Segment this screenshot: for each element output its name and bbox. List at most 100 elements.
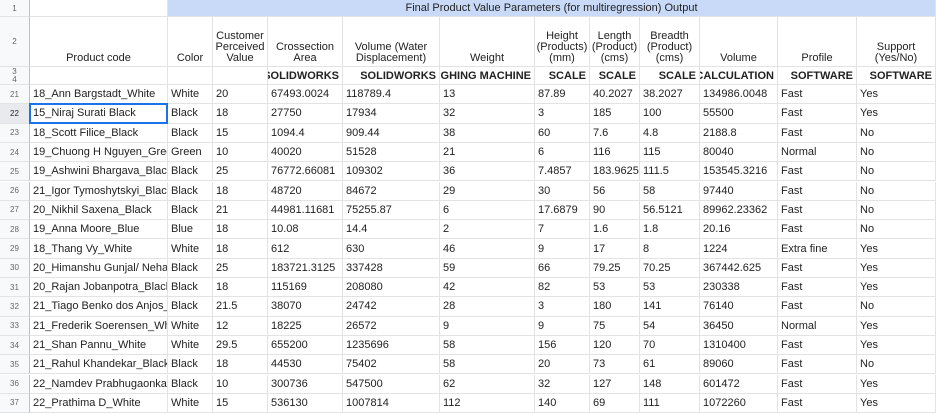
cell[interactable]: Normal (778, 316, 857, 336)
cell[interactable]: Blue (168, 220, 213, 240)
cell[interactable]: Fast (778, 162, 857, 182)
cell[interactable]: 21 (440, 142, 535, 163)
cell[interactable]: White (168, 239, 213, 259)
cell[interactable]: 75255.87 (343, 200, 440, 221)
source-cell[interactable]: CALCULATION (700, 67, 778, 85)
cell[interactable]: 7 (535, 220, 590, 240)
column-header[interactable]: Profile (778, 17, 857, 67)
row-header[interactable]: 35 (0, 355, 30, 375)
cell[interactable]: 75 (590, 316, 640, 336)
cell[interactable]: 18 (213, 355, 268, 375)
cell[interactable]: 19_Ashwini Bhargava_Black (30, 162, 168, 182)
cell[interactable]: 18_Scott Filice_Black (30, 123, 168, 143)
cell[interactable]: 100 (640, 104, 700, 124)
cell[interactable]: 32 (535, 374, 590, 394)
cell[interactable]: 20 (213, 85, 268, 105)
cell[interactable]: 76140 (700, 297, 778, 317)
cell[interactable]: 21_Igor Tymoshytskyi_Black (30, 181, 168, 201)
cell[interactable]: 547500 (343, 374, 440, 394)
cell[interactable]: 60 (535, 123, 590, 143)
source-cell[interactable]: SCALE (640, 67, 700, 85)
cell[interactable]: No (857, 181, 936, 201)
cell[interactable]: White (168, 335, 213, 356)
row-header[interactable]: 21 (0, 85, 30, 105)
cell[interactable]: 20_Rajan Jobanpotra_Black (30, 278, 168, 298)
cell[interactable]: 1072260 (700, 393, 778, 414)
cell[interactable]: Fast (778, 355, 857, 375)
cell[interactable]: Yes (857, 104, 936, 124)
column-header[interactable]: Breadth (Product) (cms) (640, 17, 700, 67)
cell[interactable]: Fast (778, 335, 857, 356)
source-cell[interactable]: SOFTWARE (778, 67, 857, 85)
cell[interactable]: Black (168, 200, 213, 221)
column-header[interactable]: Volume (700, 17, 778, 67)
cell[interactable] (30, 67, 168, 85)
cell[interactable] (168, 67, 213, 85)
cell[interactable]: 180 (590, 297, 640, 317)
cell[interactable]: 18 (213, 104, 268, 124)
cell[interactable]: 20_Nikhil Saxena_Black (30, 200, 168, 221)
cell[interactable]: 185 (590, 104, 640, 124)
cell[interactable]: 367442.625 (700, 258, 778, 278)
cell[interactable]: 15 (213, 393, 268, 414)
cell[interactable]: 183.9625 (590, 162, 640, 182)
cell[interactable]: Fast (778, 200, 857, 221)
cell[interactable]: Black (168, 278, 213, 298)
cell[interactable]: Green (168, 142, 213, 163)
cell[interactable]: 21 (213, 200, 268, 221)
cell[interactable]: 38 (440, 123, 535, 143)
cell[interactable]: 29.5 (213, 335, 268, 356)
cell[interactable] (30, 0, 168, 17)
cell[interactable]: White (168, 393, 213, 414)
cell[interactable]: 183721.3125 (268, 258, 343, 278)
cell[interactable]: 21_Shan Pannu_White (30, 335, 168, 356)
cell[interactable]: 10 (213, 374, 268, 394)
cell[interactable]: Fast (778, 104, 857, 124)
cell[interactable]: 69 (590, 393, 640, 414)
cell[interactable]: 300736 (268, 374, 343, 394)
cell[interactable]: Fast (778, 393, 857, 414)
cell[interactable]: 15_Niraj Surati Black (30, 104, 168, 124)
cell[interactable]: 17.6879 (535, 200, 590, 221)
cell[interactable]: 148 (640, 374, 700, 394)
cell[interactable]: Black (168, 374, 213, 394)
cell[interactable]: Black (168, 258, 213, 278)
cell[interactable]: No (857, 123, 936, 143)
cell[interactable]: 115169 (268, 278, 343, 298)
cell[interactable]: Fast (778, 123, 857, 143)
cell[interactable]: 18225 (268, 316, 343, 336)
cell[interactable]: 1007814 (343, 393, 440, 414)
cell[interactable]: 48720 (268, 181, 343, 201)
cell[interactable]: 1.8 (640, 220, 700, 240)
cell[interactable]: 118789.4 (343, 85, 440, 105)
cell[interactable]: 116 (590, 142, 640, 163)
cell[interactable]: 153545.3216 (700, 162, 778, 182)
cell[interactable]: 25 (213, 258, 268, 278)
cell[interactable]: 66 (535, 258, 590, 278)
cell[interactable]: 3 (535, 297, 590, 317)
cell[interactable]: 15 (213, 123, 268, 143)
cell[interactable]: Black (168, 123, 213, 143)
cell[interactable]: 3 (535, 104, 590, 124)
cell[interactable]: 19_Chuong H Nguyen_Green (30, 142, 168, 163)
row-header[interactable]: 37 (0, 393, 30, 414)
cell[interactable]: 84672 (343, 181, 440, 201)
cell[interactable]: 10 (213, 142, 268, 163)
cell[interactable]: 58 (440, 335, 535, 356)
row-header[interactable]: 36 (0, 374, 30, 394)
row-header[interactable]: 24 (0, 142, 30, 163)
cell[interactable]: 36 (440, 162, 535, 182)
cell[interactable]: 7.6 (590, 123, 640, 143)
cell[interactable]: 56.5121 (640, 200, 700, 221)
cell[interactable]: 156 (535, 335, 590, 356)
cell[interactable]: 120 (590, 335, 640, 356)
cell[interactable]: 76772.66081 (268, 162, 343, 182)
source-cell[interactable]: SOLIDWORKS (268, 67, 343, 85)
source-cell[interactable]: SCALE (535, 67, 590, 85)
cell[interactable]: 28 (440, 297, 535, 317)
cell[interactable]: 97440 (700, 181, 778, 201)
cell[interactable]: 79.25 (590, 258, 640, 278)
column-header[interactable]: Product code (30, 17, 168, 67)
cell[interactable]: 4.8 (640, 123, 700, 143)
cell[interactable]: 612 (268, 239, 343, 259)
